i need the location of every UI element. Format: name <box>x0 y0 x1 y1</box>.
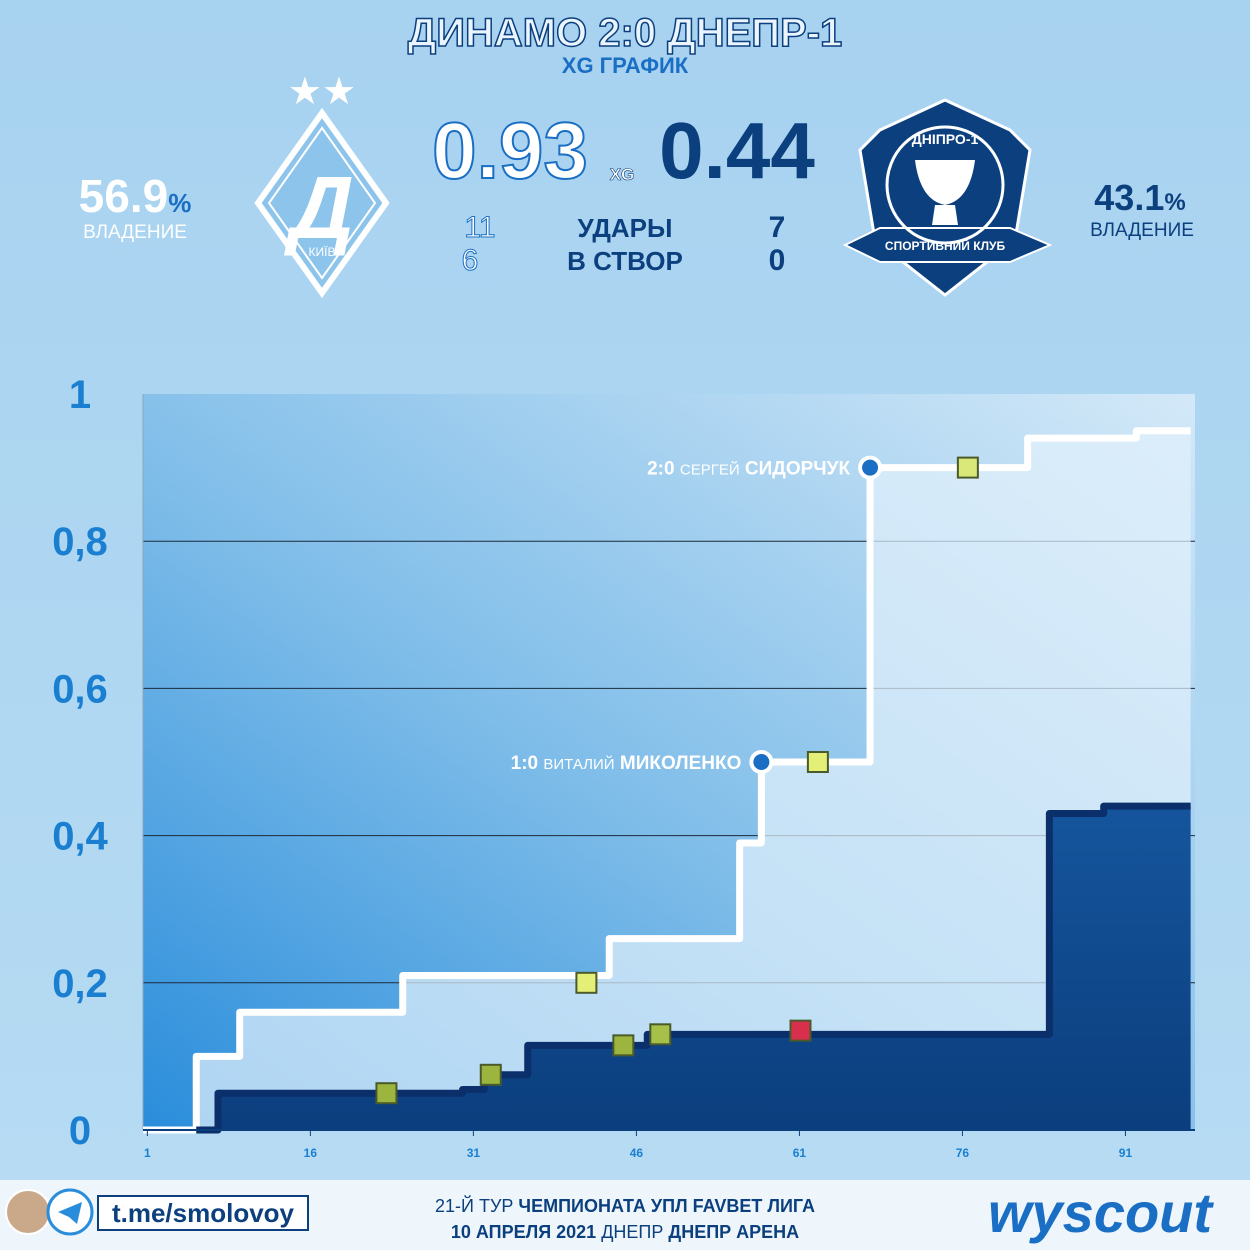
goal-score: 2:0 <box>647 459 674 480</box>
away-possession-value: 43.1 <box>1094 177 1164 218</box>
area <box>196 806 1191 1130</box>
on-target-label: В СТВОР <box>567 246 683 276</box>
shot-marker <box>575 971 598 994</box>
goal-first-name: СЕРГЕЙ <box>680 461 740 479</box>
home-logo: ★★ Д КИЇВ <box>254 71 390 299</box>
telegram-plane <box>58 1202 82 1224</box>
home-shots: 11 <box>464 211 495 244</box>
brand: wyscout <box>988 1181 1214 1244</box>
goal-score: 1:0 <box>511 753 538 774</box>
dynamo-letter: Д <box>283 158 354 257</box>
ribbon <box>842 227 1053 263</box>
diamond <box>254 107 390 299</box>
league: ЧЕМПИОНАТА УПЛ FAVBET ЛИГА <box>518 1196 815 1216</box>
x-tick-label: 16 <box>304 1146 318 1160</box>
x-tick-label: 76 <box>956 1146 970 1160</box>
shot-marker <box>649 1023 672 1046</box>
percent-sign: % <box>168 188 191 218</box>
home-possession-label: ВЛАДЕНИЕ <box>83 222 187 243</box>
shot-marker <box>612 1034 635 1057</box>
shot-marker <box>479 1063 502 1086</box>
away-xg: 0.44 <box>659 106 815 195</box>
cup <box>915 160 975 225</box>
y-tick-label: 0,2 <box>52 962 108 1006</box>
goal-label: 1:0 ВИТАЛИЙ МИКОЛЕНКО <box>511 753 742 774</box>
x-tick-label: 1 <box>144 1146 151 1160</box>
ring <box>885 125 1005 245</box>
date: 10 АПРЕЛЯ 2021 <box>451 1222 596 1242</box>
avatar <box>5 1189 51 1235</box>
goal-label: 2:0 СЕРГЕЙ СИДОРЧУК <box>647 459 850 480</box>
footer-line-1: 21-Й ТУР ЧЕМПИОНАТА УПЛ FAVBET ЛИГА <box>435 1195 815 1216</box>
xg-line <box>143 427 1191 1134</box>
logo-ring-text: СПОРТИВНИЙ КЛУБ <box>885 238 1006 253</box>
city: ДНЕПР <box>601 1222 663 1242</box>
logo-top-text: ДНІПРО-1 <box>912 131 979 147</box>
area <box>143 430 1191 1130</box>
x-tick-label: 31 <box>467 1146 481 1160</box>
x-tick-label: 46 <box>630 1146 644 1160</box>
x-tick-label: 91 <box>1119 1146 1133 1160</box>
shot-marker <box>789 1019 812 1042</box>
xg-line <box>196 802 1191 1134</box>
away-on-target: 0 <box>769 244 786 277</box>
channel-box[interactable] <box>97 1195 309 1231</box>
shot-marker <box>956 456 979 479</box>
percent-sign: % <box>1164 189 1185 216</box>
goal-marker <box>858 455 883 480</box>
away-shots: 7 <box>769 211 786 244</box>
round: 21-Й ТУР <box>435 1195 513 1216</box>
home-xg: 0.93 <box>432 106 588 195</box>
home-on-target: 6 <box>462 244 479 277</box>
home-possession-value: 56.9 <box>79 170 169 222</box>
footer-line-2: 10 АПРЕЛЯ 2021 ДНЕПР ДНЕПР АРЕНА <box>451 1222 799 1242</box>
shot-marker <box>375 1082 398 1105</box>
y-tick-label: 1 <box>69 373 91 417</box>
goal-first-name: ВИТАЛИЙ <box>543 755 614 773</box>
shots-label: УДАРЫ <box>578 213 673 243</box>
y-tick-label: 0,6 <box>52 667 108 711</box>
away-possession-label: ВЛАДЕНИЕ <box>1090 220 1194 241</box>
x-tick-label: 61 <box>793 1146 807 1160</box>
home-possession: 56.9% <box>79 170 192 222</box>
away-logo: ДНІПРО-1 СПОРТИВНИЙ КЛУБ <box>842 98 1053 297</box>
away-possession: 43.1% <box>1094 177 1185 218</box>
title: ДИНАМО 2:0 ДНЕПР-1 <box>408 11 843 55</box>
xg-label: XG <box>610 165 635 184</box>
stars: ★★ <box>288 71 356 113</box>
goal-marker <box>749 750 774 774</box>
shot-marker <box>806 751 829 773</box>
y-tick-label: 0,8 <box>52 520 108 564</box>
goal-last-name: СИДОРЧУК <box>745 459 851 480</box>
subtitle: XG ГРАФИК <box>562 53 689 78</box>
y-tick-label: 0,4 <box>52 815 108 859</box>
channel[interactable]: t.me/smolovoy <box>112 1198 295 1228</box>
goal-last-name: МИКОЛЕНКО <box>620 753 742 774</box>
xg-chart: 0 0,2 0,4 0,6 0,8 1 1 16 31 46 61 76 91 1:0 ВИТАЛИЙ М… <box>52 373 1195 1160</box>
diamond-inner <box>267 126 377 280</box>
logo-text: КИЇВ <box>309 245 336 259</box>
y-tick-label: 0 <box>69 1109 91 1153</box>
stadium: ДНЕПР АРЕНА <box>668 1222 799 1242</box>
